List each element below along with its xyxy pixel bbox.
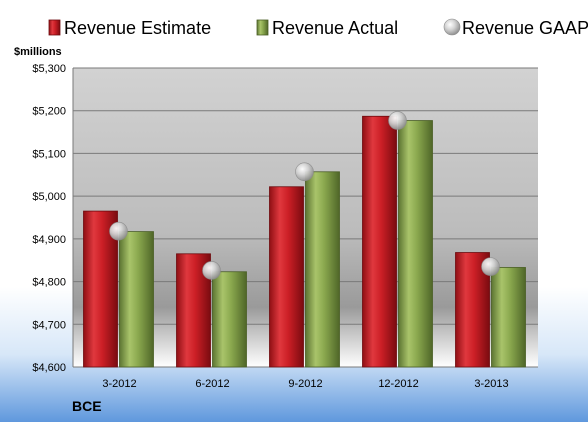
x-tick-label: 12-2012: [378, 378, 418, 390]
gaap-marker: [295, 162, 314, 182]
legend-actual-label: Revenue Actual: [272, 18, 398, 38]
actual-bar: [119, 231, 154, 368]
legend: Revenue Estimate Revenue Actual Revenue GA…: [48, 18, 588, 38]
actual-bar: [491, 267, 526, 368]
actual-bar: [305, 171, 340, 368]
legend-gaap-swatch: [443, 18, 461, 36]
y-axis-ticks: $4,600 $4,700 $4,800 $4,900 $5,000 $5,100 $5,2…: [32, 63, 66, 374]
y-tick-label: $4,600: [32, 362, 66, 374]
gaap-marker: [109, 221, 128, 241]
gaap-marker: [388, 111, 407, 130]
actual-bar: [398, 120, 433, 368]
y-tick-label: $4,800: [32, 277, 66, 289]
gaap-marker: [481, 257, 500, 276]
y-tick-label: $5,100: [32, 148, 66, 160]
x-tick-label: 6-2012: [195, 378, 229, 390]
legend-actual-swatch: [256, 19, 269, 36]
estimate-bar: [362, 115, 397, 368]
y-tick-label: $4,900: [32, 234, 66, 246]
y-axis-unit-label: $millions: [14, 46, 62, 58]
x-tick-label: 3-2013: [474, 378, 508, 390]
legend-gaap-label: Revenue GAAP: [462, 18, 588, 38]
company-label: BCE: [72, 398, 102, 414]
actual-bar: [212, 271, 247, 368]
y-tick-label: $5,000: [32, 191, 66, 203]
y-tick-label: $5,200: [32, 106, 66, 118]
gaap-markers: [109, 111, 500, 280]
estimate-bar: [269, 186, 304, 368]
y-tick-label: $4,700: [32, 319, 66, 331]
x-axis-ticks: 3-2012 6-2012 9-2012 12-2012 3-2013: [102, 378, 508, 390]
legend-estimate-label: Revenue Estimate: [64, 18, 211, 38]
y-tick-label: $5,300: [32, 63, 66, 75]
legend-estimate-swatch: [48, 19, 61, 36]
x-tick-label: 3-2012: [102, 378, 136, 390]
estimate-bar: [455, 252, 490, 368]
x-tick-label: 9-2012: [288, 378, 322, 390]
gaap-marker: [202, 261, 221, 280]
